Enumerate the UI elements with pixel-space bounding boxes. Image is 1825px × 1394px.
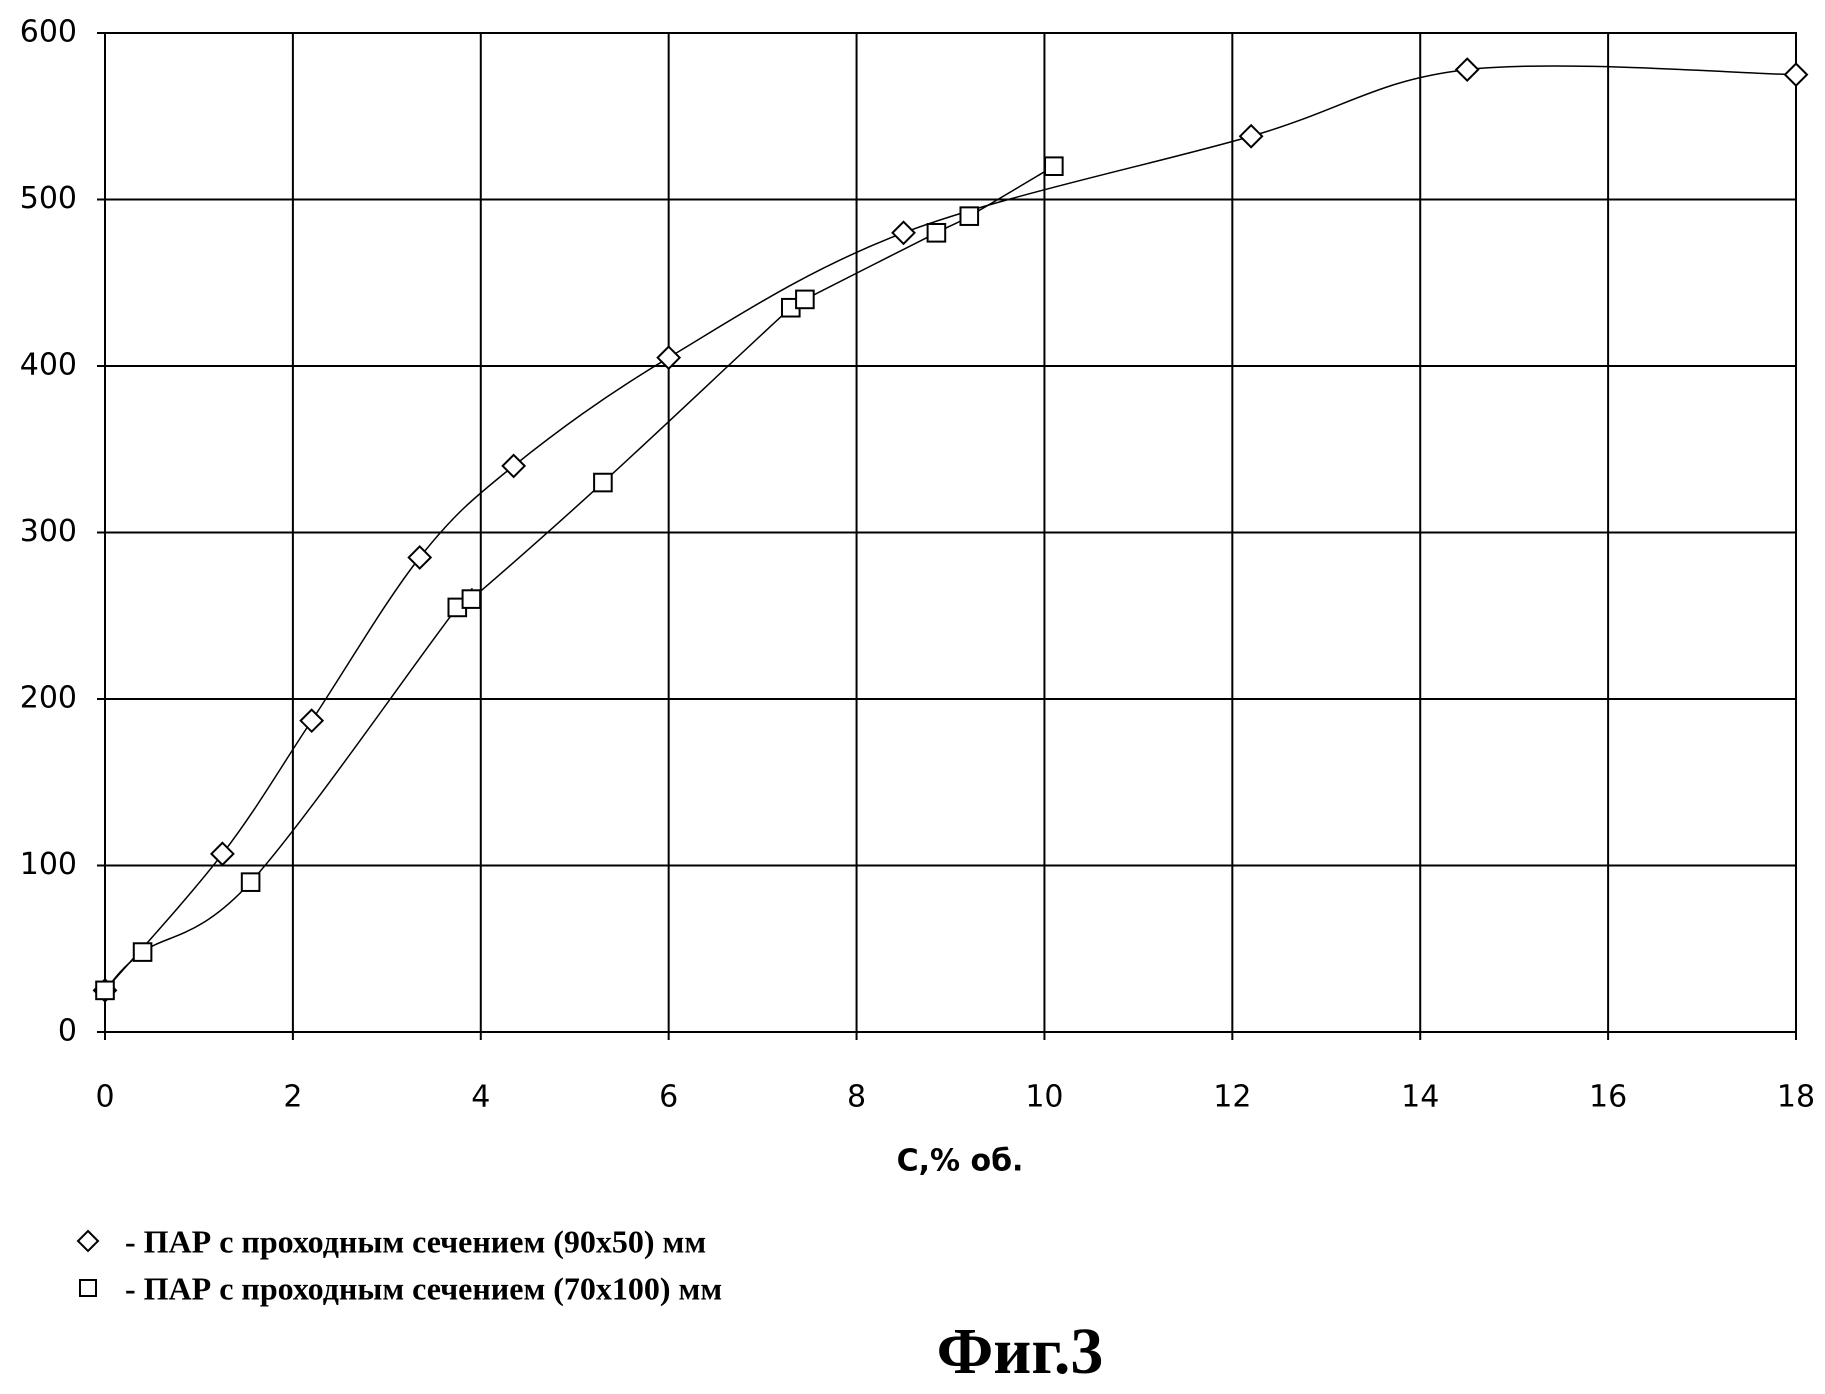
diamond-marker [211, 843, 233, 865]
diamond-marker [503, 455, 525, 477]
square-marker [96, 982, 114, 1000]
x-tick-label: 12 [1213, 1080, 1251, 1115]
series-line [105, 166, 1054, 990]
square-marker [134, 943, 152, 961]
square-marker [80, 1280, 96, 1296]
y-tick-label: 300 [20, 514, 77, 549]
diamond-marker [301, 710, 323, 732]
x-tick-label: 2 [283, 1080, 302, 1115]
diamond-marker [1456, 59, 1478, 81]
x-tick-label: 6 [659, 1080, 678, 1115]
x-tick-label: 4 [471, 1080, 490, 1115]
square-marker [463, 590, 481, 608]
diamond-marker [409, 546, 431, 568]
legend-label: - ПАР с проходным сечением (70х100) мм [125, 1270, 722, 1306]
y-tick-label: 500 [20, 181, 77, 216]
x-axis-label: С,% об. [897, 1144, 1024, 1179]
square-marker [928, 224, 946, 242]
square-marker [242, 873, 260, 891]
x-tick-label: 14 [1401, 1080, 1439, 1115]
figure-caption: Фиг.3 [937, 1315, 1104, 1388]
legend-label: - ПАР с проходным сечением (90х50) мм [125, 1223, 706, 1259]
diamond-marker [1785, 64, 1807, 86]
y-tick-label: 0 [58, 1014, 77, 1049]
chart: С,% об. Фиг.3 0 100 200 300 400 500 600 0 2 4 6 8 10… [0, 0, 1825, 1394]
square-marker [1045, 157, 1063, 175]
y-tick-label: 100 [20, 847, 77, 882]
diamond-marker [78, 1231, 98, 1251]
square-marker [796, 291, 814, 309]
x-tick-label: 16 [1589, 1080, 1627, 1115]
x-tick-label: 10 [1025, 1080, 1063, 1115]
x-tick-label: 18 [1777, 1080, 1815, 1115]
y-tick-label: 200 [20, 681, 77, 716]
x-tick-label: 8 [847, 1080, 866, 1115]
square-marker [594, 474, 612, 492]
diamond-marker [1240, 125, 1262, 147]
y-tick-label: 600 [20, 15, 77, 50]
square-marker [960, 207, 978, 225]
y-tick-label: 400 [20, 348, 77, 383]
series-line [105, 66, 1796, 990]
x-tick-label: 0 [95, 1080, 114, 1115]
diamond-marker [893, 222, 915, 244]
